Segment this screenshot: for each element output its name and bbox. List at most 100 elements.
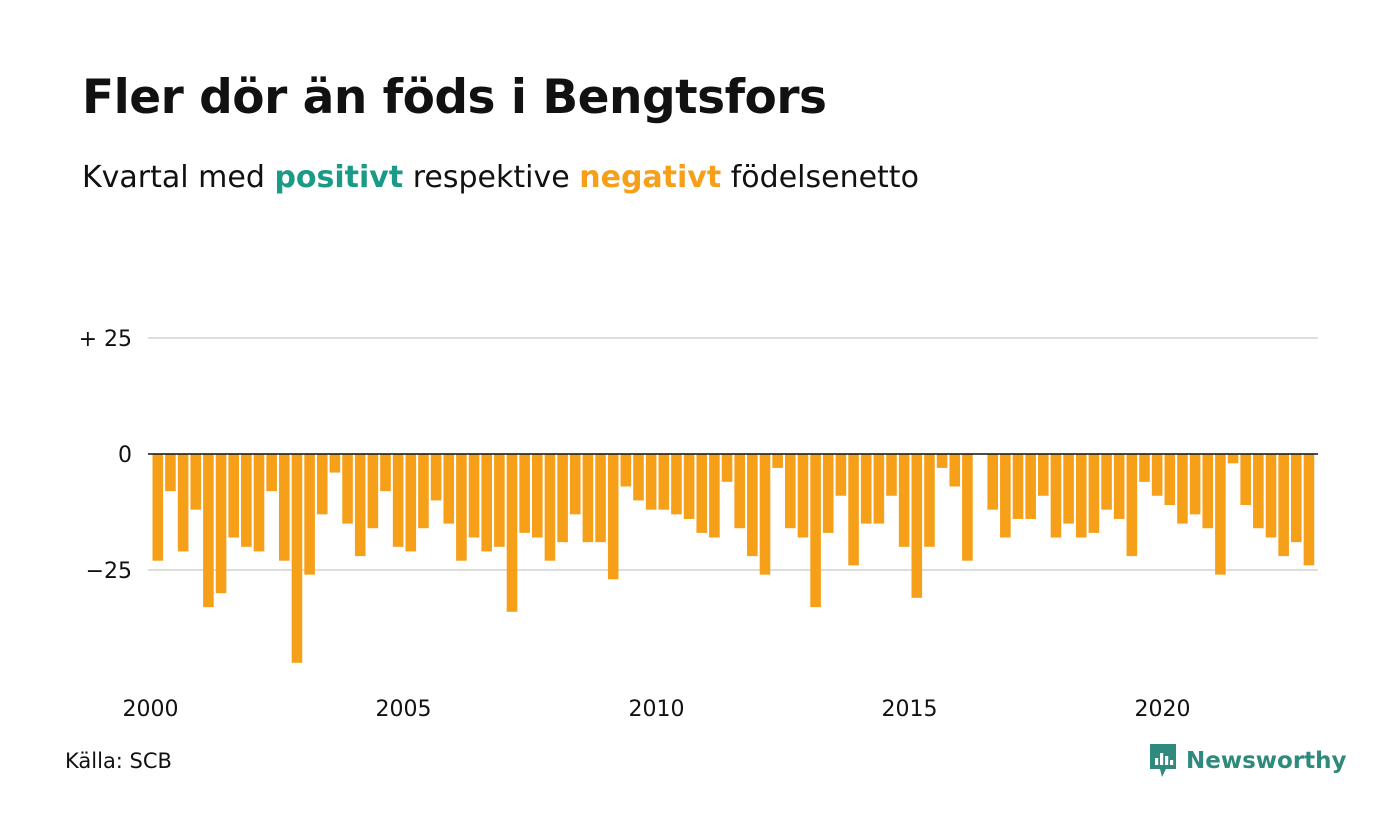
bar [595, 454, 606, 543]
bar [835, 454, 847, 496]
bar [987, 454, 998, 510]
bar [848, 454, 859, 566]
bar [1303, 454, 1315, 566]
bar [481, 454, 492, 552]
bar [1000, 454, 1011, 538]
x-tick-label: 2020 [1135, 697, 1191, 722]
bar [266, 454, 277, 492]
bar [1265, 454, 1277, 538]
bar [1151, 454, 1163, 496]
bar [1215, 454, 1226, 575]
bar [747, 454, 758, 557]
bar [658, 454, 670, 510]
bar [392, 454, 404, 547]
bar [519, 454, 530, 533]
bar [367, 454, 379, 529]
chart-title: Fler dör än föds i Bengtsfors [82, 70, 827, 125]
bar [241, 454, 252, 547]
bar [607, 454, 619, 580]
bar [291, 454, 303, 663]
bar [924, 454, 935, 547]
y-tick-label: + 25 [79, 327, 132, 352]
bar [797, 454, 809, 538]
bar [279, 454, 290, 561]
bar [1164, 454, 1176, 506]
bar [582, 454, 594, 543]
bar [316, 454, 328, 515]
bar [696, 454, 708, 533]
bar [683, 454, 695, 519]
bar [1202, 454, 1214, 529]
bar [228, 454, 239, 538]
bar [342, 454, 353, 524]
bar [443, 454, 455, 524]
bar [354, 454, 366, 557]
bar [1139, 454, 1150, 482]
bar [1038, 454, 1049, 496]
subtitle-middle: respektive [412, 160, 570, 195]
bar [671, 454, 682, 515]
bar [1075, 454, 1087, 538]
x-tick-label: 2000 [123, 697, 179, 722]
bar [430, 454, 442, 501]
bar [1012, 454, 1024, 519]
bar [620, 454, 632, 487]
bar [165, 454, 176, 492]
bar [380, 454, 391, 492]
bar [557, 454, 568, 543]
bar [1240, 454, 1251, 506]
bar [873, 454, 885, 524]
subtitle-positive-word: positivt [274, 160, 404, 195]
bar [759, 454, 771, 575]
bar [418, 454, 429, 529]
bar [190, 454, 202, 510]
bar [544, 454, 556, 561]
bar [1189, 454, 1201, 515]
x-tick-label: 2005 [376, 697, 432, 722]
bar [721, 454, 733, 482]
bar [898, 454, 910, 547]
bar [633, 454, 644, 501]
bar [177, 454, 189, 552]
bar [860, 454, 872, 524]
x-tick-label: 2015 [882, 697, 938, 722]
bar [886, 454, 897, 496]
subtitle-negative-word: negativt [579, 160, 722, 195]
bar [456, 454, 467, 561]
bar [1088, 454, 1100, 533]
bar [1063, 454, 1074, 524]
bar [1278, 454, 1289, 557]
newsworthy-icon [1150, 744, 1176, 777]
y-tick-label: −25 [86, 559, 132, 584]
bar [1253, 454, 1264, 529]
bar [810, 454, 821, 608]
subtitle-prefix: Kvartal med [82, 160, 265, 195]
source-note: Källa: SCB [65, 749, 172, 773]
bar [1126, 454, 1138, 557]
y-tick-label: 0 [118, 443, 132, 468]
bar [215, 454, 227, 594]
bar [304, 454, 315, 575]
bar [203, 454, 214, 608]
bar [506, 454, 518, 612]
bar [962, 454, 973, 561]
bar [1101, 454, 1112, 510]
newsworthy-logo[interactable]: Newsworthy [1148, 743, 1347, 779]
bar [494, 454, 505, 547]
chart-subtitle: Kvartal med positivt respektive negativt… [82, 160, 919, 195]
bar [911, 454, 923, 598]
bar [253, 454, 265, 552]
bar [1050, 454, 1062, 538]
brand-name: Newsworthy [1186, 748, 1347, 774]
bar [1025, 454, 1036, 519]
bar [1227, 454, 1239, 464]
bar [152, 454, 164, 561]
bar [468, 454, 480, 538]
bar [734, 454, 745, 529]
bar [949, 454, 961, 487]
bar [1291, 454, 1302, 543]
subtitle-suffix: födelsenetto [730, 160, 919, 195]
bar [785, 454, 796, 529]
bar [645, 454, 657, 510]
